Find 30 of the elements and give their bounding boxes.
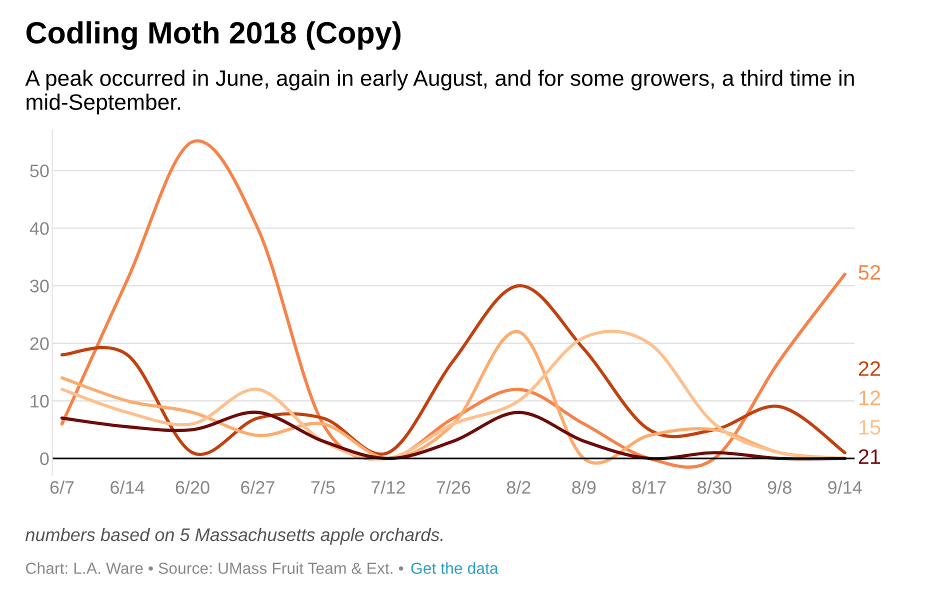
x-tick-label: 8/2 xyxy=(506,480,530,494)
y-tick-label: 10 xyxy=(30,394,49,408)
series-label: 21 xyxy=(858,449,880,464)
line-series xyxy=(60,410,846,460)
text: 22 xyxy=(858,361,880,376)
series-label: 52 xyxy=(858,265,880,280)
text: Chart: L.A. Ware • Source: UMass Fruit Team & Ext. • xyxy=(26,562,404,574)
x-tick-label: 6/14 xyxy=(110,480,144,494)
x-tick-label: 9/14 xyxy=(828,480,862,494)
x-tick-label: 7/26 xyxy=(436,480,470,494)
text: Get the data xyxy=(411,562,498,574)
y-tick-label: 40 xyxy=(30,222,49,235)
chart-title: Codling Moth 2018 (Copy) xyxy=(26,21,401,50)
x-tick-label: 7/12 xyxy=(372,480,405,494)
series-label: 15 xyxy=(859,420,880,435)
x-tick-label: 8/17 xyxy=(632,480,666,494)
x-tick-label: 9/8 xyxy=(768,480,792,494)
x-tick-label: 6/27 xyxy=(241,480,274,494)
x-tick-label: 8/30 xyxy=(698,480,732,494)
y-tick-label: 30 xyxy=(30,280,49,292)
x-tick-label: 7/5 xyxy=(311,480,335,494)
y-tick-label: 20 xyxy=(30,337,49,350)
x-tick-label: 8/9 xyxy=(572,480,596,494)
x-tick-label: 6/20 xyxy=(176,480,210,494)
chart-subtitle: A peak occurred in June, again in early August, and for some growers, a third time in mid-September. xyxy=(25,70,854,114)
y-tick-label: 50 xyxy=(30,164,49,178)
y-tick-label: 0 xyxy=(40,452,49,466)
text: 12 xyxy=(859,390,880,406)
text: numbers based on 5 Massachusetts apple orchards. xyxy=(25,528,443,545)
x-tick-label: 6/7 xyxy=(50,480,74,494)
